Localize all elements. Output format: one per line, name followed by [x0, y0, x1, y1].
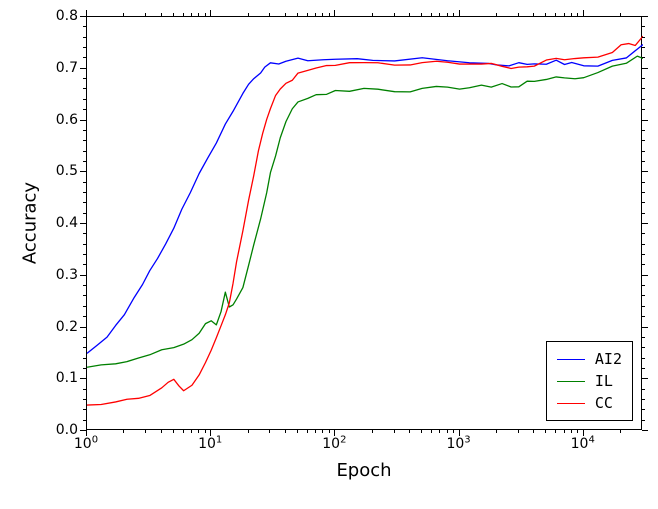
series-line-il	[87, 56, 643, 367]
x-tick-label: 102	[322, 436, 346, 452]
y-tick-label: 0.2	[56, 319, 78, 335]
x-axis-label: Epoch	[336, 460, 391, 481]
legend-swatch	[557, 381, 585, 382]
legend-swatch	[557, 403, 585, 404]
x-tick-label: 103	[446, 436, 470, 452]
x-tick-label: 100	[74, 436, 98, 452]
x-tick-label: 101	[198, 436, 222, 452]
y-tick-label: 0.5	[56, 163, 78, 179]
legend-item: IL	[557, 370, 622, 392]
plot-area: AI2 IL CC	[86, 16, 642, 430]
y-tick-label: 0.1	[56, 370, 78, 386]
y-tick-label: 0.6	[56, 112, 78, 128]
y-axis-label: Accuracy	[20, 182, 41, 264]
y-tick-label: 0.0	[56, 422, 78, 438]
legend-swatch	[557, 359, 585, 360]
y-tick-label: 0.7	[56, 60, 78, 76]
legend-item: CC	[557, 392, 622, 414]
legend-item: AI2	[557, 348, 622, 370]
x-tick-label: 104	[571, 436, 595, 452]
y-tick-label: 0.4	[56, 215, 78, 231]
legend: AI2 IL CC	[546, 341, 633, 421]
line-chart-figure: AI2 IL CC Epoch Accuracy 100 101 102 103 104 0.…	[0, 0, 658, 509]
legend-label: CC	[595, 394, 613, 412]
y-tick-label: 0.8	[56, 8, 78, 24]
y-tick-label: 0.3	[56, 267, 78, 283]
legend-label: AI2	[595, 350, 622, 368]
legend-label: IL	[595, 372, 613, 390]
series-line-ai2	[87, 45, 643, 354]
